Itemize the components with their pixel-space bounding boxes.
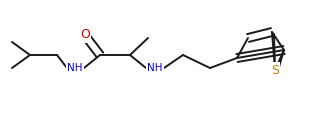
- Text: O: O: [80, 28, 90, 42]
- Text: S: S: [271, 64, 279, 76]
- Text: NH: NH: [147, 63, 163, 73]
- Text: NH: NH: [67, 63, 83, 73]
